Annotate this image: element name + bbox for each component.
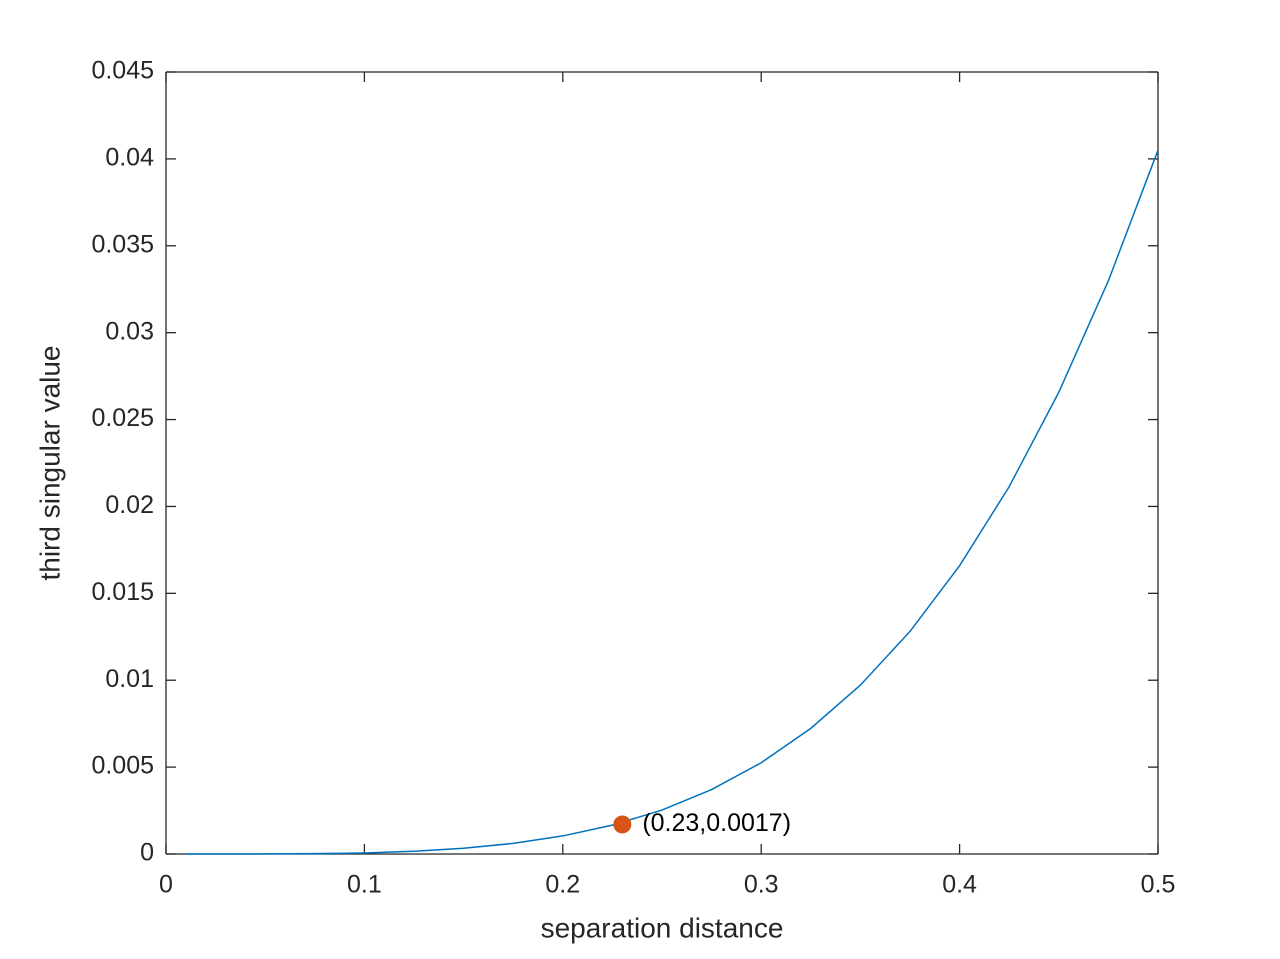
line — [185, 149, 1159, 855]
y-tick-label: 0.02 — [105, 491, 154, 519]
y-tick-label: 0 — [140, 839, 154, 867]
x-axis-label: separation distance — [541, 912, 784, 943]
y-tick-label: 0.005 — [91, 752, 154, 780]
x-tick-label: 0 — [159, 871, 173, 899]
y-tick-label: 0.035 — [91, 230, 154, 258]
x-tick-label: 0.1 — [347, 871, 382, 899]
y-tick-label: 0.045 — [91, 57, 154, 85]
y-tick-label: 0.015 — [91, 578, 154, 606]
y-tick-label: 0.03 — [105, 317, 154, 345]
data-label: (0.23,0.0017) — [642, 809, 791, 837]
y-tick-label: 0.04 — [105, 143, 154, 171]
y-tick-label: 0.025 — [91, 404, 154, 432]
x-tick-label: 0.2 — [545, 871, 580, 899]
x-tick-label: 0.3 — [744, 871, 779, 899]
x-tick-label: 0.4 — [942, 871, 977, 899]
y-axis-label: third singular value — [34, 345, 65, 580]
data-point — [613, 815, 632, 834]
y-tick-label: 0.01 — [105, 665, 154, 693]
x-tick-label: 0.5 — [1141, 871, 1176, 899]
